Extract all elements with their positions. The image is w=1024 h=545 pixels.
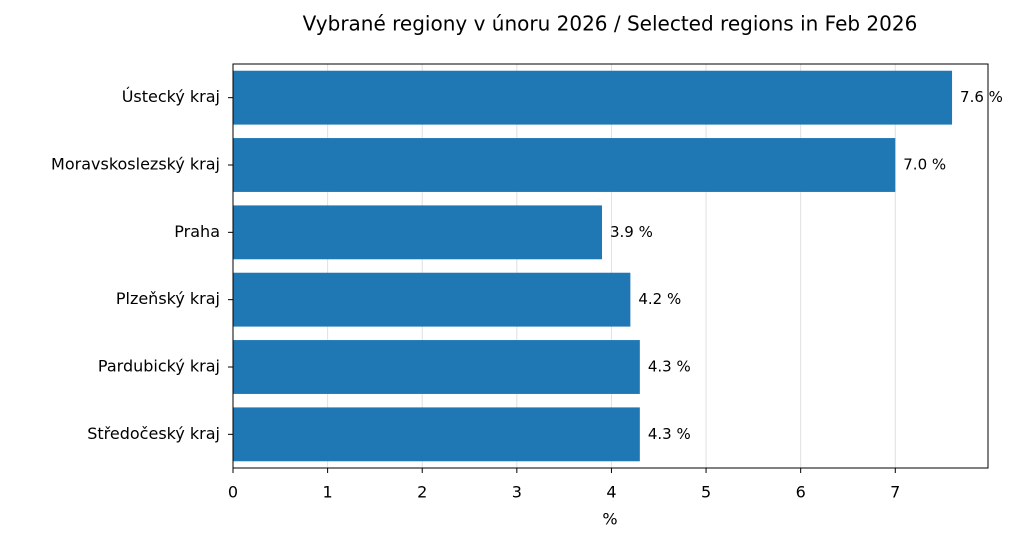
x-tick-label: 5 [701, 483, 711, 502]
value-label: 4.2 % [638, 290, 681, 308]
x-tick-label: 4 [606, 483, 616, 502]
y-tick-label: Středočeský kraj [87, 424, 220, 443]
bar [233, 340, 640, 394]
y-tick-label: Pardubický kraj [98, 357, 220, 376]
bar [233, 70, 953, 125]
y-tick-label: Plzeňský kraj [116, 289, 220, 308]
value-label: 7.6 % [960, 88, 1003, 106]
value-label: 4.3 % [648, 358, 691, 376]
x-tick-label: 2 [417, 483, 427, 502]
bar [233, 205, 602, 260]
y-tick-label: Moravskoslezský kraj [51, 155, 220, 174]
y-tick-label: Ústecký kraj [122, 87, 220, 106]
chart-title: Vybrané regiony v únoru 2026 / Selected … [303, 12, 918, 36]
bar [233, 407, 640, 462]
value-label: 4.3 % [648, 425, 691, 443]
value-label: 3.9 % [610, 223, 653, 241]
x-tick-label: 0 [228, 483, 238, 502]
x-axis-label: % [602, 510, 617, 529]
value-label: 7.0 % [903, 156, 946, 174]
plot-frame [232, 63, 989, 469]
x-tick-label: 7 [890, 483, 900, 502]
bar [233, 272, 631, 327]
x-tick-label: 3 [512, 483, 522, 502]
y-tick-label: Praha [174, 222, 220, 241]
x-tick-label: 1 [323, 483, 333, 502]
bar [233, 138, 896, 192]
x-tick-label: 6 [796, 483, 806, 502]
